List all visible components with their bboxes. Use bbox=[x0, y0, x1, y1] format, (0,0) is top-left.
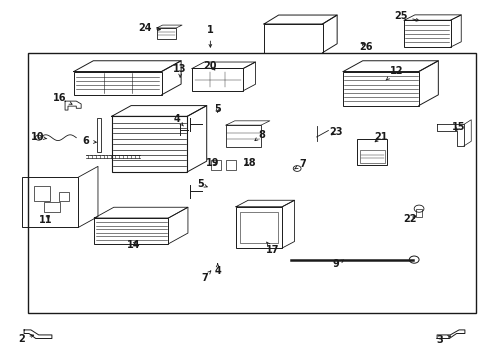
Text: 4: 4 bbox=[214, 264, 221, 276]
Bar bbox=[111, 116, 187, 172]
Text: 2: 2 bbox=[18, 333, 34, 343]
Bar bbox=[343, 72, 418, 105]
Circle shape bbox=[35, 135, 42, 140]
Text: 16: 16 bbox=[52, 93, 72, 104]
Bar bbox=[94, 218, 168, 244]
Text: 3: 3 bbox=[435, 334, 450, 345]
Bar bbox=[264, 24, 322, 53]
Bar bbox=[225, 160, 235, 170]
Bar bbox=[74, 72, 161, 95]
Text: 8: 8 bbox=[254, 130, 264, 141]
Bar bbox=[356, 139, 386, 166]
Text: 24: 24 bbox=[138, 23, 160, 33]
Text: 5: 5 bbox=[197, 179, 207, 189]
Text: 4: 4 bbox=[173, 114, 183, 126]
Text: 20: 20 bbox=[203, 61, 217, 71]
Text: 11: 11 bbox=[39, 215, 52, 225]
Text: 21: 21 bbox=[373, 132, 387, 142]
Text: 18: 18 bbox=[242, 158, 256, 168]
Text: 23: 23 bbox=[329, 127, 342, 136]
Text: 17: 17 bbox=[265, 242, 279, 255]
Text: 15: 15 bbox=[451, 122, 465, 132]
Bar bbox=[240, 212, 277, 243]
Bar bbox=[59, 192, 69, 201]
Bar bbox=[415, 210, 421, 217]
Bar bbox=[97, 118, 101, 152]
Bar bbox=[211, 160, 221, 170]
Bar bbox=[236, 207, 282, 248]
Text: 22: 22 bbox=[403, 215, 416, 224]
Circle shape bbox=[408, 256, 418, 263]
Text: 10: 10 bbox=[30, 132, 47, 142]
Bar bbox=[404, 20, 449, 47]
Text: 7: 7 bbox=[294, 159, 306, 169]
Circle shape bbox=[413, 205, 423, 212]
Text: 6: 6 bbox=[82, 136, 96, 146]
Bar bbox=[225, 125, 261, 147]
Bar bbox=[27, 53, 475, 313]
Circle shape bbox=[293, 166, 301, 171]
Text: 14: 14 bbox=[126, 240, 140, 250]
Text: 12: 12 bbox=[385, 66, 403, 80]
Bar bbox=[34, 186, 50, 201]
Text: 9: 9 bbox=[332, 259, 343, 269]
Bar bbox=[22, 177, 78, 227]
Bar bbox=[192, 68, 243, 91]
Text: 7: 7 bbox=[201, 271, 210, 283]
Text: 25: 25 bbox=[393, 11, 418, 21]
Bar bbox=[44, 202, 60, 212]
Bar bbox=[359, 150, 384, 163]
Text: 5: 5 bbox=[214, 104, 221, 114]
Text: 1: 1 bbox=[206, 26, 213, 47]
Text: 13: 13 bbox=[173, 64, 186, 77]
Text: 19: 19 bbox=[205, 158, 219, 168]
Text: 26: 26 bbox=[359, 42, 372, 52]
Bar bbox=[157, 28, 176, 40]
